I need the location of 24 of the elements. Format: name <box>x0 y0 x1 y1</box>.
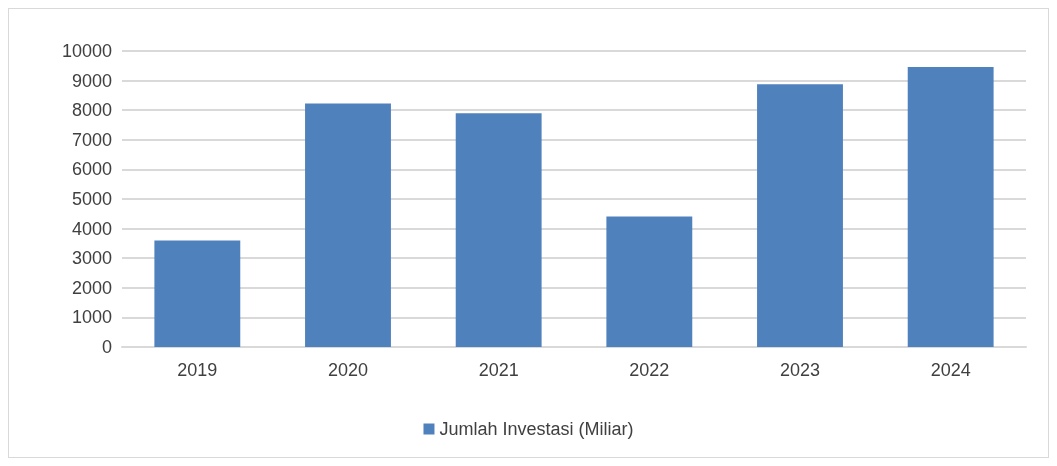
y-tick-label: 6000 <box>71 159 112 180</box>
bar <box>455 113 542 347</box>
x-tick-label: 2021 <box>478 360 519 380</box>
bar <box>907 66 994 347</box>
y-tick-label: 8000 <box>71 100 112 121</box>
x-tick-label: 2020 <box>327 360 369 380</box>
y-tick-label: 7000 <box>71 129 112 150</box>
y-tick-label: 5000 <box>71 189 112 209</box>
y-tick-label: 1000 <box>71 307 112 328</box>
y-tick-label: 4000 <box>71 218 112 239</box>
x-tick-label: 2019 <box>177 360 218 380</box>
bar <box>305 103 391 347</box>
y-tick-label: 9000 <box>71 70 112 91</box>
y-tick-label: 2000 <box>71 277 112 298</box>
legend-label: Jumlah Investasi (Miliar) <box>439 419 634 439</box>
bar <box>154 240 241 347</box>
y-tick-label: 3000 <box>71 248 112 269</box>
bar <box>757 84 843 347</box>
y-tick-label: 10000 <box>61 41 112 61</box>
y-tick-label: 0 <box>101 337 112 357</box>
x-tick-label: 2023 <box>779 360 821 380</box>
bar <box>606 216 693 347</box>
x-tick-label: 2022 <box>629 360 670 380</box>
x-tick-label: 2024 <box>930 360 971 380</box>
